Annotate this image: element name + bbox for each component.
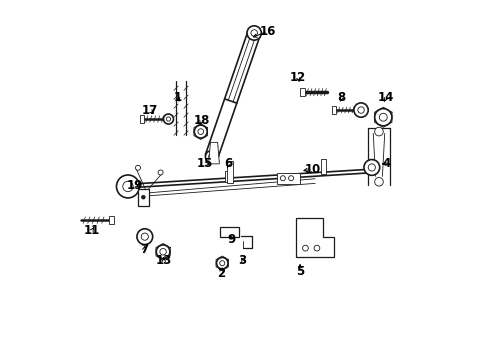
Circle shape	[216, 257, 227, 269]
Circle shape	[313, 245, 319, 251]
Circle shape	[379, 113, 386, 121]
Polygon shape	[208, 142, 219, 164]
Circle shape	[288, 176, 293, 181]
Text: 15: 15	[197, 157, 213, 170]
Circle shape	[163, 114, 173, 124]
Text: 4: 4	[381, 157, 389, 170]
Circle shape	[367, 164, 375, 171]
Text: 5: 5	[295, 265, 304, 278]
Circle shape	[122, 181, 133, 192]
Circle shape	[135, 165, 140, 170]
Circle shape	[280, 176, 285, 181]
Polygon shape	[296, 218, 333, 257]
Circle shape	[374, 109, 391, 126]
Text: 6: 6	[224, 157, 232, 170]
Text: 2: 2	[217, 267, 225, 280]
Text: 10: 10	[304, 163, 320, 176]
Circle shape	[353, 103, 367, 117]
Circle shape	[142, 195, 145, 199]
Circle shape	[137, 229, 152, 244]
Polygon shape	[300, 88, 305, 96]
Text: 14: 14	[377, 91, 393, 104]
Circle shape	[374, 127, 383, 136]
Bar	[225, 171, 229, 182]
Polygon shape	[331, 106, 335, 114]
Text: 12: 12	[289, 71, 306, 84]
Bar	[320, 159, 325, 174]
Text: 18: 18	[193, 114, 209, 127]
Text: 7: 7	[140, 243, 148, 256]
Polygon shape	[140, 115, 144, 123]
Circle shape	[219, 261, 224, 266]
Circle shape	[158, 170, 163, 175]
Circle shape	[198, 129, 203, 134]
Text: 1: 1	[174, 91, 182, 104]
Circle shape	[116, 175, 139, 198]
Polygon shape	[109, 216, 114, 225]
Circle shape	[250, 30, 257, 36]
Text: 16: 16	[259, 25, 275, 38]
Circle shape	[363, 159, 379, 175]
Circle shape	[141, 233, 148, 240]
Text: 19: 19	[127, 179, 143, 192]
Circle shape	[374, 177, 383, 186]
Bar	[138, 189, 148, 206]
Circle shape	[166, 117, 170, 121]
Circle shape	[208, 154, 214, 159]
Circle shape	[156, 245, 169, 258]
Text: 13: 13	[155, 254, 172, 267]
Text: 9: 9	[227, 233, 236, 246]
Bar	[220, 227, 238, 237]
Circle shape	[194, 125, 207, 138]
Circle shape	[246, 26, 261, 40]
Text: 3: 3	[238, 254, 246, 267]
Circle shape	[205, 150, 217, 163]
Circle shape	[357, 107, 364, 113]
Circle shape	[160, 248, 166, 255]
Circle shape	[302, 245, 308, 251]
Bar	[276, 173, 299, 184]
Text: 8: 8	[337, 91, 345, 104]
Bar	[226, 161, 233, 183]
Text: 17: 17	[141, 104, 157, 117]
Text: 11: 11	[84, 224, 100, 237]
